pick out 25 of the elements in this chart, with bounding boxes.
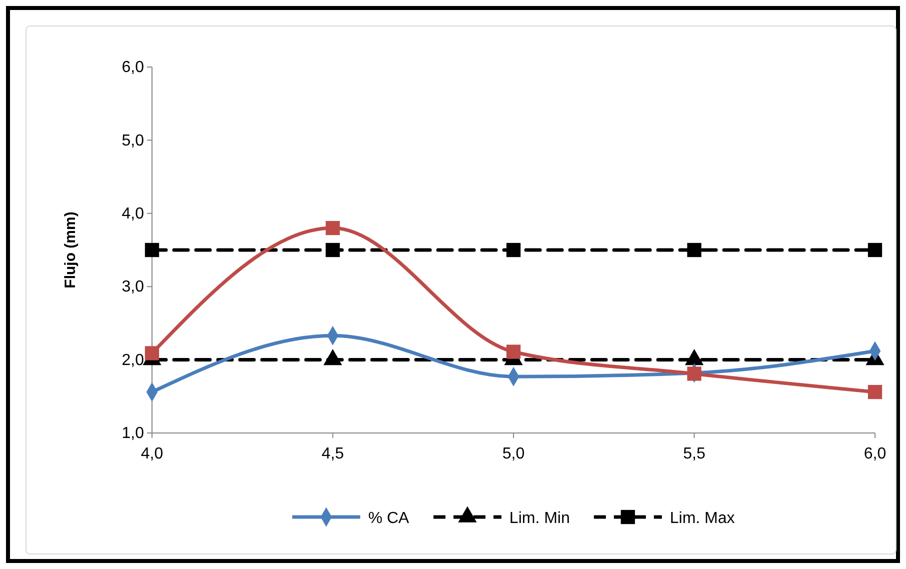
- point: [868, 242, 882, 258]
- point: [506, 344, 521, 359]
- point: [144, 346, 160, 360]
- y-tick-label: 3,0: [122, 278, 144, 296]
- y-tick-label: 6,0: [122, 59, 144, 76]
- x-tick-label: 5,5: [683, 446, 706, 463]
- y-tick-label: 1,0: [122, 425, 144, 442]
- point: [506, 242, 521, 258]
- x-tick-label: 6,0: [864, 446, 886, 463]
- legend-label: Lim. Max: [670, 510, 735, 527]
- point: [144, 242, 160, 258]
- y-axis-title: Flujo (mm): [62, 212, 79, 288]
- point: [687, 242, 702, 258]
- x-tick-label: 5,0: [502, 446, 525, 463]
- x-tick-label: 4,0: [140, 446, 164, 463]
- point: [326, 242, 340, 258]
- x-tick-label: 4,5: [322, 446, 344, 463]
- legend-label: Lim. Min: [509, 510, 570, 527]
- y-tick-label: 4,0: [122, 206, 144, 223]
- y-tick-label: 5,0: [122, 132, 144, 150]
- y-tick-label: 2,0: [122, 352, 144, 369]
- point: [868, 384, 882, 400]
- point: [687, 366, 702, 381]
- legend-label: % CA: [368, 510, 410, 527]
- point: [326, 220, 340, 236]
